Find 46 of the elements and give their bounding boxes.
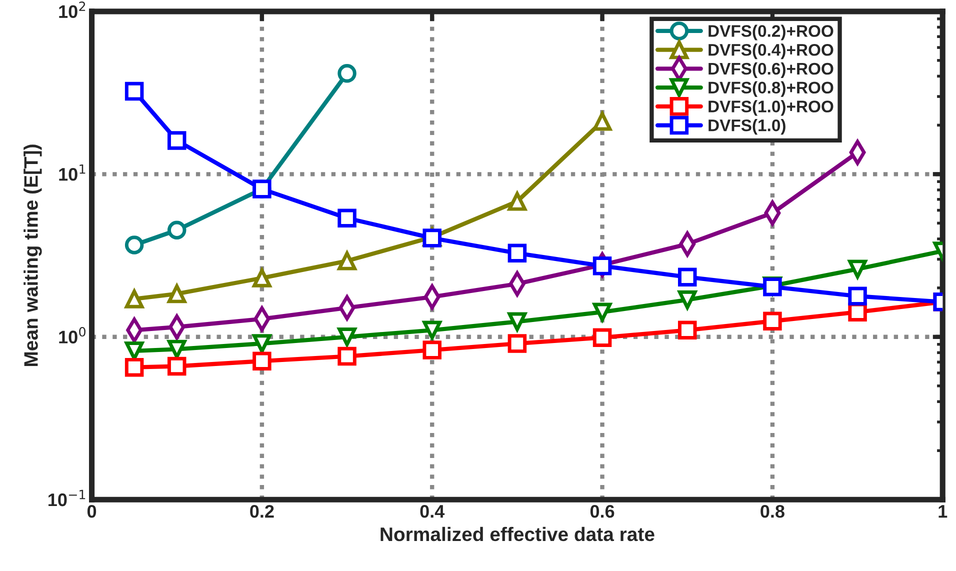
point — [763, 312, 782, 330]
legend-label: DVFS(0.2)+ROO — [708, 24, 834, 40]
legend-label: DVFS(0.8)+ROO — [708, 81, 834, 97]
legend-label: DVFS(0.4)+ROO — [708, 44, 834, 60]
legend-label: DVFS(1.0) — [708, 119, 786, 135]
point — [422, 340, 442, 360]
y-tick-label: 10$^{2}$ — [59, 2, 86, 18]
point — [338, 346, 356, 366]
point — [678, 290, 697, 310]
point — [124, 82, 144, 101]
point — [422, 228, 442, 248]
point — [338, 64, 356, 83]
x-tick-label: 0.8 — [760, 504, 784, 518]
point — [678, 268, 697, 286]
x-axis-title: Normalized effective data rate — [380, 526, 654, 542]
x-tick-label: 1 — [938, 505, 948, 518]
point — [338, 208, 356, 228]
point — [167, 340, 186, 359]
point — [508, 244, 527, 263]
x-tick-label: 0 — [87, 504, 96, 518]
point — [252, 268, 272, 288]
point — [124, 358, 144, 377]
legend-label: DVFS(0.6)+ROO — [708, 62, 834, 78]
point — [592, 328, 612, 347]
x-tick-label: 0.6 — [590, 504, 614, 518]
point — [848, 302, 867, 322]
point — [508, 312, 527, 332]
point — [678, 320, 697, 340]
point — [848, 286, 867, 306]
y-tick-label: 10$^{−1}$ — [48, 490, 86, 506]
point — [422, 320, 442, 340]
point — [167, 220, 186, 240]
x-tick-label: 0.4 — [420, 504, 445, 518]
point — [338, 328, 356, 346]
point — [167, 356, 186, 376]
point — [167, 131, 186, 150]
y-tick-label: 10$^{0}$ — [59, 327, 86, 344]
point — [508, 334, 527, 353]
y-axis-title: Mean waiting time (E[T]) — [24, 144, 42, 366]
y-tick-label: 10$^{1}$ — [59, 164, 86, 181]
point — [124, 236, 144, 254]
point — [592, 256, 612, 276]
point — [167, 284, 186, 304]
point — [252, 352, 272, 370]
x-tick-label: 0.2 — [250, 504, 274, 518]
legend-label: DVFS(1.0)+ROO — [708, 100, 834, 116]
